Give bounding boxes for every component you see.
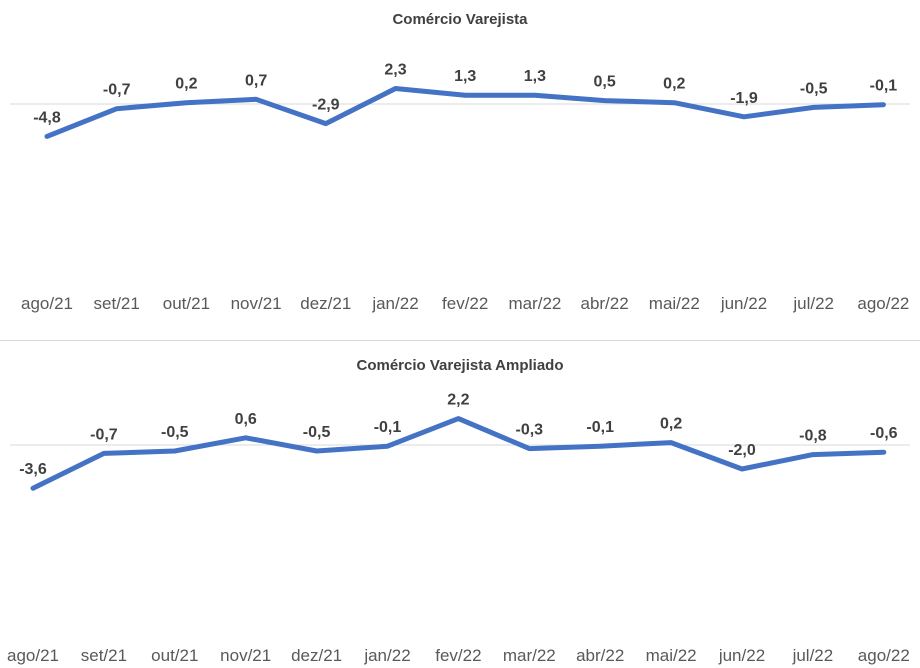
data-point — [172, 449, 177, 453]
data-point — [114, 106, 119, 111]
x-tick-label: jun/22 — [718, 646, 765, 665]
data-point — [314, 449, 319, 453]
x-tick-label: mar/22 — [508, 294, 561, 313]
data-point — [881, 450, 886, 455]
data-point — [393, 86, 398, 91]
data-point — [742, 114, 746, 119]
data-label: -0,6 — [870, 425, 898, 442]
data-label: 1,3 — [524, 68, 546, 85]
x-tick-label: set/21 — [81, 646, 127, 665]
x-tick-label: jun/22 — [720, 294, 767, 313]
data-label: 0,2 — [660, 416, 682, 433]
data-point — [323, 121, 328, 126]
chart-divider — [0, 340, 920, 341]
x-tick-label: mai/22 — [646, 646, 697, 665]
chart-svg: Comércio Varejista Ampliado -3,6 ago/21 -0,… — [7, 357, 910, 665]
x-tick-label: out/21 — [163, 294, 210, 313]
data-label: -0,1 — [586, 419, 614, 436]
data-point — [254, 97, 259, 102]
chart-comercio-varejista-ampliado: Comércio Varejista Ampliado -3,6 ago/21 -0,… — [0, 344, 920, 668]
data-point — [45, 134, 49, 139]
data-label: 0,6 — [235, 411, 257, 428]
data-point — [463, 93, 468, 98]
x-tick-label: jan/22 — [371, 294, 418, 313]
data-label: -2,9 — [312, 97, 340, 114]
data-label: -0,1 — [374, 419, 402, 436]
data-point — [456, 416, 461, 421]
data-label: -0,7 — [103, 82, 131, 99]
data-label: -0,7 — [90, 426, 118, 443]
x-tick-label: fev/22 — [435, 646, 481, 665]
x-tick-label: nov/21 — [220, 646, 271, 665]
data-label: 2,2 — [447, 392, 469, 409]
data-label: -2,0 — [728, 442, 756, 459]
data-point — [527, 446, 532, 451]
x-tick-label: ago/22 — [858, 646, 910, 665]
data-point — [598, 444, 603, 449]
data-point — [811, 105, 816, 110]
data-label: -4,8 — [33, 109, 61, 126]
x-tick-label: ago/22 — [857, 294, 909, 313]
x-tick-label: ago/21 — [7, 646, 59, 665]
data-point — [810, 452, 815, 457]
x-tick-label: abr/22 — [580, 294, 628, 313]
chart-title: Comércio Varejista — [392, 11, 528, 28]
x-tick-label: nov/21 — [231, 294, 282, 313]
data-label: 0,5 — [593, 74, 615, 91]
data-label: -0,5 — [161, 424, 189, 441]
data-point — [31, 486, 35, 491]
x-tick-label: fev/22 — [442, 294, 488, 313]
data-label: -0,3 — [516, 422, 544, 439]
data-point — [243, 435, 248, 440]
data-label: 0,2 — [663, 76, 685, 93]
data-label: 1,3 — [454, 68, 476, 85]
data-point — [881, 102, 886, 107]
chart-title: Comércio Varejista Ampliado — [356, 357, 563, 374]
x-tick-label: jul/22 — [792, 646, 834, 665]
chart-svg: Comércio Varejista -4,8 ago/21 -0,7 set/21 0,… — [10, 11, 910, 313]
x-tick-label: dez/21 — [291, 646, 342, 665]
data-label: -1,9 — [730, 90, 758, 107]
x-tick-label: ago/21 — [21, 294, 73, 313]
data-point — [672, 100, 677, 105]
data-label: -3,6 — [19, 461, 47, 478]
data-label: 0,7 — [245, 72, 267, 89]
x-tick-label: mar/22 — [503, 646, 556, 665]
x-tick-label: mai/22 — [649, 294, 700, 313]
data-point — [184, 100, 189, 105]
data-label: 0,2 — [175, 76, 197, 93]
data-point — [532, 93, 537, 98]
data-point — [740, 467, 744, 471]
x-tick-label: out/21 — [151, 646, 198, 665]
chart-comercio-varejista: Comércio Varejista -4,8 ago/21 -0,7 set/21 0,… — [10, 11, 910, 313]
data-label: -0,5 — [303, 424, 331, 441]
x-tick-label: jul/22 — [792, 294, 834, 313]
data-point — [385, 444, 390, 449]
data-label: -0,8 — [799, 428, 827, 445]
data-point — [669, 440, 674, 445]
x-tick-label: abr/22 — [576, 646, 624, 665]
data-label: 2,3 — [384, 61, 406, 78]
data-point — [101, 451, 106, 456]
x-tick-label: dez/21 — [300, 294, 351, 313]
data-label: -0,1 — [870, 78, 898, 95]
x-tick-label: jan/22 — [363, 646, 410, 665]
x-tick-label: set/21 — [94, 294, 140, 313]
data-point — [602, 98, 607, 103]
data-label: -0,5 — [800, 80, 828, 97]
